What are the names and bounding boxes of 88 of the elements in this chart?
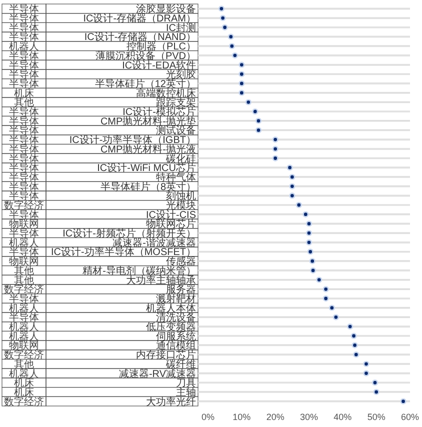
y-tick-label: 溅射靶材 [156,292,196,305]
point [400,398,406,404]
y-tick-label: 减速器-谐波减速器 [112,236,196,249]
point [306,230,312,236]
point [322,295,329,302]
point [322,286,329,292]
point [289,174,296,180]
point [286,164,293,171]
y2-tick-label: 机器人 [9,236,39,249]
point [310,267,316,274]
y-tick-label: 测试设备 [156,124,196,137]
point [309,258,316,264]
y2-tick-label: 半导体 [9,78,39,90]
point [350,332,357,339]
y2-tick-label: 数字经济 [4,200,44,212]
y2-tick-label: 半导体 [9,59,39,72]
point [373,388,380,396]
point [346,323,354,330]
point [232,52,238,59]
y-tick-label: 特种气体 [156,171,196,184]
point [228,42,236,50]
y2-tick-label: 半导体 [9,152,39,165]
point [332,314,340,320]
y2-tick-label: 半导体 [9,22,39,34]
y-tick-label: CMP抛光材料-抛光液 [100,143,196,156]
point [306,239,312,246]
y-tick-label: 碳纤维 [165,358,196,370]
y2-tick-label: 机床 [14,87,34,100]
y-tick-label: 光模块 [166,200,196,212]
x-tick-label: 60% [400,412,420,422]
point [272,146,278,152]
y-tick-label: 主轴 [176,386,196,398]
point [238,90,245,96]
point [353,351,360,358]
x-tick-label: 50% [367,412,386,422]
x-tick-label: 0% [201,412,215,422]
point [289,183,296,190]
y2-tick-label: 机器人 [9,368,39,380]
x-tick-label: 40% [334,412,352,422]
point [306,220,312,227]
point [363,360,370,368]
x-tick-label: 30% [300,412,318,422]
point [289,192,296,199]
y-tick-label: 高端数控机床 [136,87,196,100]
y2-tick-label: 半导体 [9,208,39,221]
y2-tick-label: 其他 [14,274,34,286]
y2-tick-label: 半导体 [9,115,39,128]
y2-tick-label: 其他 [14,264,34,277]
y-tick-label: 大功率光纤 [146,396,196,408]
point [363,370,370,376]
point [272,155,278,162]
y2-tick-label: 半导体 [9,171,39,184]
y2-tick-label: 数字经济 [4,396,44,408]
y2-tick-label: 机床 [14,386,34,398]
point [238,62,245,68]
y-tick-label: 半导体硅片（12英寸） [94,78,196,90]
y-tick-label: 精材-导电剂（碳纳米管） [82,264,196,277]
y-tick-label: 大功率主轴轴承 [126,274,196,286]
y-tick-label: 半导体硅片（8英寸） [100,180,196,193]
point [238,71,245,78]
x-tick-label: 10% [232,412,251,422]
point [372,380,378,386]
y-tick-label: 机器人本体 [146,302,196,314]
point [328,304,335,311]
point [352,342,358,348]
point [255,127,262,134]
y-tick-label: IC封测 [166,22,196,34]
point [252,108,258,115]
point [255,118,262,124]
point [302,211,309,218]
point [307,248,314,255]
point [238,80,245,87]
point [228,34,234,40]
point [272,136,278,143]
y2-tick-label: 半导体 [9,143,39,156]
y2-tick-label: 半导体 [9,50,39,62]
point [220,14,226,22]
point [296,202,302,208]
y2-tick-label: 机器人 [9,330,39,342]
point [245,99,252,106]
y2-tick-label: 机器人 [9,302,39,314]
point [222,24,228,30]
y-tick-label: 薄膜沉积设备（PVD） [95,50,196,62]
y-tick-label: 伺服系统 [156,330,196,342]
point [218,6,225,12]
x-tick-label: 20% [266,412,284,422]
y-tick-label: 减速器-RV减速器 [118,368,196,380]
point [316,276,322,283]
